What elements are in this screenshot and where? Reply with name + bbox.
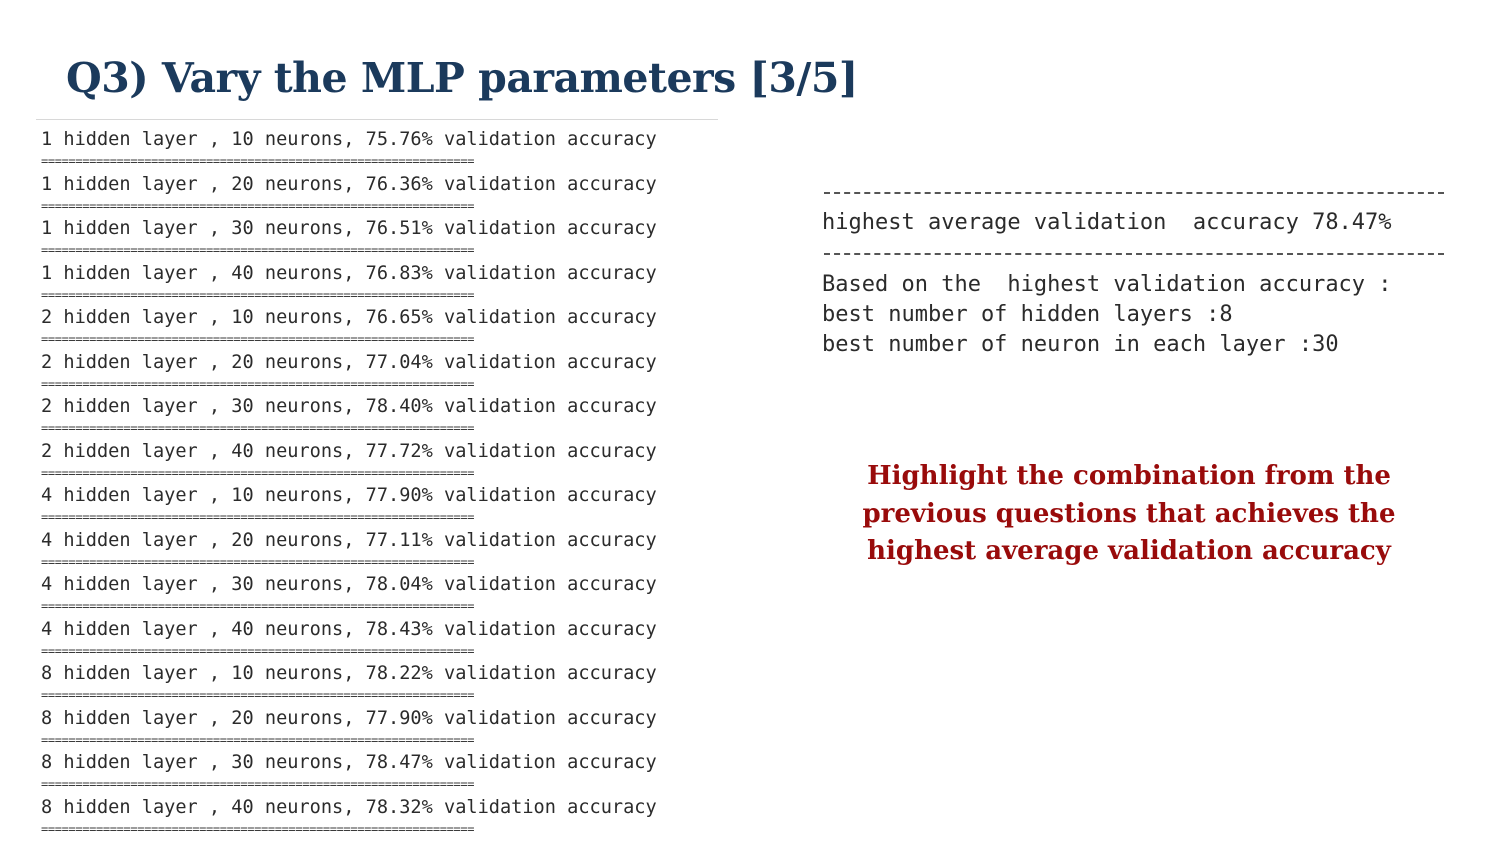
highlight-instruction: Highlight the combination from the previ… — [862, 461, 1396, 566]
log-line: 4 hidden layer , 20 neurons, 77.11% vali… — [41, 529, 657, 551]
log-separator: ========================================… — [41, 778, 475, 790]
log-entry: 8 hidden layer , 40 neurons, 78.32% vali… — [41, 796, 718, 835]
log-line: 2 hidden layer , 20 neurons, 77.04% vali… — [41, 351, 657, 373]
log-line: 1 hidden layer , 30 neurons, 76.51% vali… — [41, 218, 657, 239]
log-entry: 2 hidden layer , 20 neurons, 77.04% vali… — [41, 351, 718, 390]
log-line: 8 hidden layer , 30 neurons, 78.47% vali… — [41, 752, 657, 773]
log-entry: 8 hidden layer , 10 neurons, 78.22% vali… — [41, 662, 718, 701]
log-entry: 2 hidden layer , 10 neurons, 76.65% vali… — [41, 306, 718, 345]
log-line: 1 hidden layer , 40 neurons, 76.83% vali… — [41, 262, 657, 284]
log-separator: ========================================… — [41, 155, 475, 167]
log-line: 1 hidden layer , 20 neurons, 76.36% vali… — [41, 173, 657, 195]
log-line: 4 hidden layer , 30 neurons, 78.04% vali… — [41, 574, 657, 595]
log-separator: ========================================… — [41, 600, 475, 612]
log-separator: ========================================… — [41, 644, 475, 657]
best-layers-line: best number of hidden layers :8 — [822, 302, 1233, 327]
log-separator: ========================================… — [41, 511, 475, 523]
log-line: 8 hidden layer , 10 neurons, 78.22% vali… — [41, 663, 657, 684]
log-separator: ========================================… — [41, 377, 475, 390]
log-separator: ========================================… — [41, 333, 475, 345]
slide-title: Q3) Vary the MLP parameters [3/5] — [66, 54, 858, 102]
log-line: 4 hidden layer , 10 neurons, 77.90% vali… — [41, 485, 657, 506]
log-line: 4 hidden layer , 40 neurons, 78.43% vali… — [41, 618, 657, 640]
highest-accuracy-line: highest average validation accuracy 78.4… — [822, 210, 1392, 235]
dashed-divider-bottom — [824, 253, 1444, 255]
log-line: 2 hidden layer , 40 neurons, 77.72% vali… — [41, 440, 657, 462]
log-line: 8 hidden layer , 40 neurons, 78.32% vali… — [41, 796, 657, 818]
log-separator: ========================================… — [41, 733, 475, 746]
log-entry: 8 hidden layer , 30 neurons, 78.47% vali… — [41, 751, 718, 790]
log-separator: ========================================… — [41, 689, 475, 701]
dashed-divider-top — [824, 192, 1444, 194]
best-neurons-line: best number of neuron in each layer :30 — [822, 332, 1339, 357]
log-separator: ========================================… — [41, 288, 475, 301]
log-entry: 4 hidden layer , 20 neurons, 77.11% vali… — [41, 529, 718, 568]
log-entry: 1 hidden layer , 40 neurons, 76.83% vali… — [41, 262, 718, 301]
log-line: 2 hidden layer , 30 neurons, 78.40% vali… — [41, 396, 657, 417]
log-entry: 8 hidden layer , 20 neurons, 77.90% vali… — [41, 707, 718, 746]
log-entry: 1 hidden layer , 10 neurons, 75.76% vali… — [41, 128, 718, 167]
log-entry: 4 hidden layer , 40 neurons, 78.43% vali… — [41, 618, 718, 657]
log-entry: 2 hidden layer , 30 neurons, 78.40% vali… — [41, 395, 718, 434]
log-entry: 4 hidden layer , 10 neurons, 77.90% vali… — [41, 484, 718, 523]
log-separator: ========================================… — [41, 555, 475, 568]
log-separator: ========================================… — [41, 822, 475, 835]
log-entry: 1 hidden layer , 30 neurons, 76.51% vali… — [41, 217, 718, 256]
log-separator: ========================================… — [41, 422, 475, 434]
log-line: 8 hidden layer , 20 neurons, 77.90% vali… — [41, 707, 657, 729]
result-summary: highest average validation accuracy 78.4… — [822, 178, 1446, 363]
log-entry: 2 hidden layer , 40 neurons, 77.72% vali… — [41, 440, 718, 479]
log-line: 2 hidden layer , 10 neurons, 76.65% vali… — [41, 307, 657, 328]
training-log: 1 hidden layer , 10 neurons, 75.76% vali… — [36, 119, 718, 845]
log-line: 1 hidden layer , 10 neurons, 75.76% vali… — [41, 129, 657, 150]
log-separator: ========================================… — [41, 199, 475, 212]
based-on-line: Based on the highest validation accuracy… — [822, 272, 1392, 297]
log-separator: ========================================… — [41, 466, 475, 479]
log-entry: 1 hidden layer , 20 neurons, 76.36% vali… — [41, 173, 718, 212]
log-separator: ========================================… — [41, 244, 475, 256]
log-entry: 4 hidden layer , 30 neurons, 78.04% vali… — [41, 573, 718, 612]
